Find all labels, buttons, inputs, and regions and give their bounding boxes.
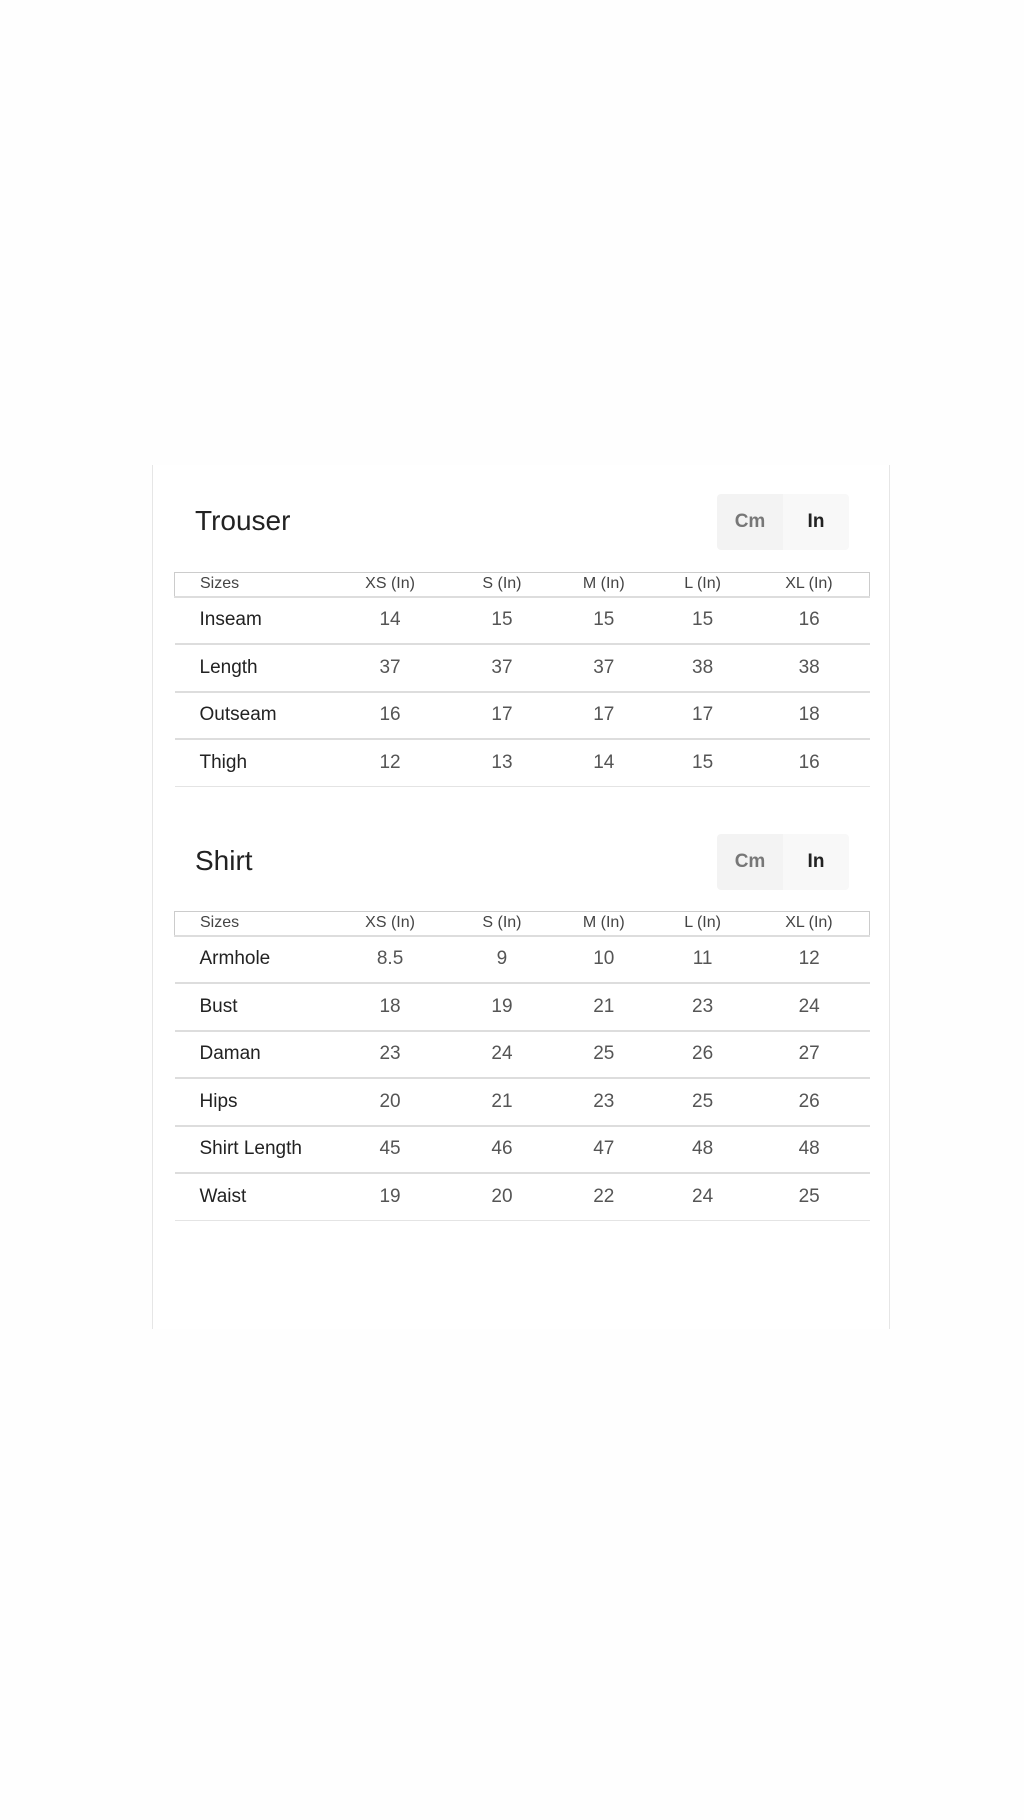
shirt-unit-toggle: Cm In (717, 834, 849, 890)
measurement-label: Waist (174, 1173, 328, 1221)
measurement-value: 18 (327, 983, 453, 1032)
measurement-label: Thigh (174, 739, 328, 787)
table-row: Hips 20 21 23 25 26 (174, 1078, 870, 1127)
measurement-value: 38 (656, 644, 749, 693)
measurement-value: 19 (327, 1173, 453, 1221)
trouser-size-table: Sizes XS (In) S (In) M (In) L (In) XL (In) Ins… (174, 572, 870, 787)
measurement-label: Armhole (174, 935, 328, 984)
measurement-value: 14 (551, 739, 657, 787)
shirt-title: Shirt (195, 845, 253, 876)
measurement-value: 16 (748, 739, 870, 787)
measurement-value: 17 (452, 691, 552, 740)
measurement-value: 21 (452, 1078, 552, 1127)
measurement-value: 46 (452, 1125, 552, 1174)
measurement-label: Hips (174, 1078, 328, 1127)
measurement-value: 24 (748, 983, 870, 1032)
table-row: Bust 18 19 21 23 24 (174, 983, 870, 1032)
measurement-value: 13 (452, 739, 552, 787)
measurement-value: 10 (551, 935, 657, 984)
measurement-value: 37 (452, 644, 552, 693)
column-header: Sizes (174, 572, 328, 598)
measurement-value: 48 (656, 1125, 749, 1174)
measurement-value: 38 (748, 644, 870, 693)
column-header: M (In) (551, 572, 657, 598)
measurement-label: Inseam (174, 596, 328, 645)
measurement-value: 48 (748, 1125, 870, 1174)
trouser-cm-button[interactable]: Cm (717, 494, 783, 550)
measurement-value: 15 (452, 596, 552, 645)
measurement-value: 24 (452, 1030, 552, 1079)
measurement-label: Outseam (174, 691, 328, 740)
measurement-label: Bust (174, 983, 328, 1032)
measurement-value: 18 (748, 691, 870, 740)
measurement-value: 15 (656, 596, 749, 645)
measurement-value: 20 (327, 1078, 453, 1127)
trouser-in-button[interactable]: In (783, 494, 849, 550)
measurement-value: 19 (452, 983, 552, 1032)
measurement-value: 17 (656, 691, 749, 740)
measurement-value: 23 (656, 983, 749, 1032)
column-header: S (In) (452, 572, 552, 598)
table-row: Thigh 12 13 14 15 16 (174, 739, 870, 787)
measurement-value: 12 (327, 739, 453, 787)
column-header: XL (In) (748, 911, 870, 937)
measurement-value: 15 (551, 596, 657, 645)
measurement-value: 25 (656, 1078, 749, 1127)
measurement-value: 24 (656, 1173, 749, 1221)
measurement-value: 27 (748, 1030, 870, 1079)
size-chart-card: Trouser Cm In Sizes XS (In) S (In) M (In) L … (152, 465, 890, 1329)
column-header: M (In) (551, 911, 657, 937)
measurement-value: 15 (656, 739, 749, 787)
measurement-value: 22 (551, 1173, 657, 1221)
column-header: L (In) (656, 572, 749, 598)
measurement-value: 23 (551, 1078, 657, 1127)
column-header: Sizes (174, 911, 328, 937)
measurement-label: Daman (174, 1030, 328, 1079)
column-header: XS (In) (327, 572, 453, 598)
measurement-value: 8.5 (327, 935, 453, 984)
measurement-value: 45 (327, 1125, 453, 1174)
measurement-value: 9 (452, 935, 552, 984)
measurement-value: 20 (452, 1173, 552, 1221)
column-header: XL (In) (748, 572, 870, 598)
measurement-value: 16 (748, 596, 870, 645)
column-header: XS (In) (327, 911, 453, 937)
measurement-value: 26 (748, 1078, 870, 1127)
shirt-in-button[interactable]: In (783, 834, 849, 890)
shirt-cm-button[interactable]: Cm (717, 834, 783, 890)
column-header: L (In) (656, 911, 749, 937)
measurement-value: 14 (327, 596, 453, 645)
measurement-value: 47 (551, 1125, 657, 1174)
shirt-size-table: Sizes XS (In) S (In) M (In) L (In) XL (In) Arm… (174, 911, 870, 1221)
column-header: S (In) (452, 911, 552, 937)
trouser-title: Trouser (195, 505, 291, 536)
table-row: Waist 19 20 22 24 25 (174, 1173, 870, 1221)
table-row: Shirt Length 45 46 47 48 48 (174, 1125, 870, 1174)
table-row: Length 37 37 37 38 38 (174, 644, 870, 693)
measurement-label: Length (174, 644, 328, 693)
measurement-value: 23 (327, 1030, 453, 1079)
trouser-unit-toggle: Cm In (717, 494, 849, 550)
measurement-value: 12 (748, 935, 870, 984)
table-row: Inseam 14 15 15 15 16 (174, 596, 870, 645)
measurement-value: 25 (748, 1173, 870, 1221)
table-row: Outseam 16 17 17 17 18 (174, 691, 870, 740)
measurement-value: 26 (656, 1030, 749, 1079)
measurement-value: 21 (551, 983, 657, 1032)
measurement-value: 25 (551, 1030, 657, 1079)
measurement-value: 37 (327, 644, 453, 693)
measurement-value: 17 (551, 691, 657, 740)
table-row: Daman 23 24 25 26 27 (174, 1030, 870, 1079)
measurement-value: 11 (656, 935, 749, 984)
measurement-value: 16 (327, 691, 453, 740)
table-row: Armhole 8.5 9 10 11 12 (174, 935, 870, 984)
measurement-label: Shirt Length (174, 1125, 328, 1174)
measurement-value: 37 (551, 644, 657, 693)
